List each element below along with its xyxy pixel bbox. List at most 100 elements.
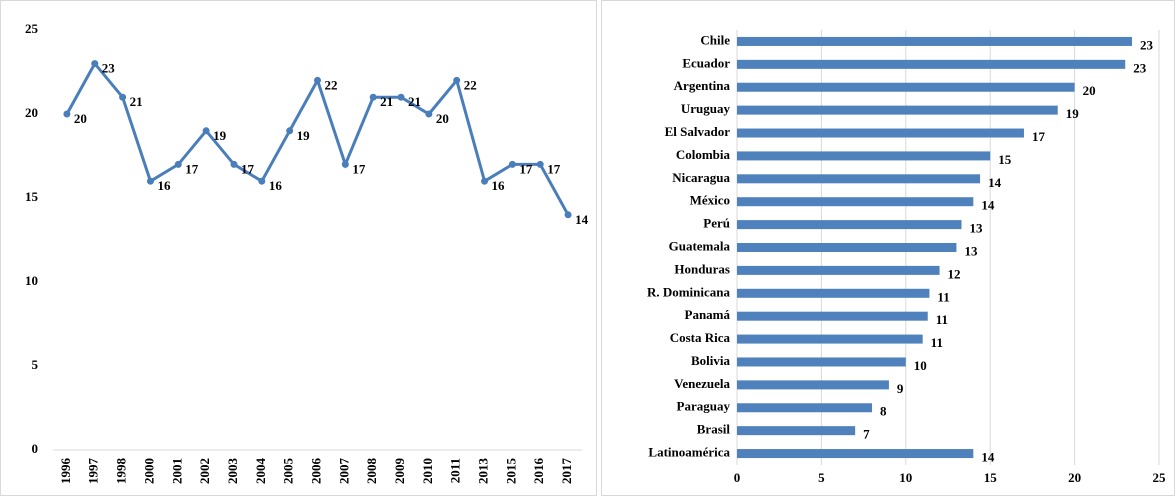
data-point bbox=[230, 160, 238, 168]
x-tick-label: 1997 bbox=[86, 458, 101, 485]
data-point bbox=[119, 93, 127, 101]
y-tick-label: 10 bbox=[25, 273, 38, 288]
bar bbox=[737, 59, 1126, 69]
bar bbox=[737, 82, 1075, 92]
y-tick-label: Panamá bbox=[685, 307, 731, 322]
y-tick-label: Brasil bbox=[697, 422, 731, 437]
x-tick-label: 2016 bbox=[531, 458, 546, 485]
data-point bbox=[91, 60, 99, 68]
y-tick-label: Guatemala bbox=[669, 238, 731, 253]
data-label: 19 bbox=[213, 128, 227, 143]
bar bbox=[737, 36, 1132, 46]
data-point bbox=[564, 211, 572, 219]
y-tick-label: Colombia bbox=[676, 147, 731, 162]
data-label: 20 bbox=[74, 111, 87, 126]
data-label: 23 bbox=[1133, 60, 1147, 75]
x-tick-label: 2000 bbox=[141, 458, 156, 484]
data-point bbox=[425, 110, 433, 118]
data-point bbox=[341, 160, 349, 168]
bar-chart: 0 5 10 15 20 25 Chile 23 Ecuador 23 Argentina 20 Uru… bbox=[647, 30, 1166, 485]
x-tick-label: 15 bbox=[984, 470, 998, 485]
data-label: 16 bbox=[157, 178, 171, 193]
data-label: 17 bbox=[241, 161, 255, 176]
bar bbox=[737, 243, 957, 252]
line-chart: 0 5 10 15 20 25 20 1996 23 1997 21 1998 16 2000 17 2001… bbox=[25, 21, 589, 484]
y-tick-label: Venezuela bbox=[674, 376, 730, 391]
y-tick-label: El Salvador bbox=[665, 124, 731, 139]
data-label: 21 bbox=[130, 94, 143, 109]
y-tick-label: Honduras bbox=[674, 261, 730, 276]
bar bbox=[737, 288, 930, 298]
y-tick-label: Chile bbox=[700, 32, 730, 47]
x-tick-label: 2008 bbox=[364, 458, 379, 485]
data-point bbox=[453, 76, 461, 84]
bar bbox=[737, 151, 991, 161]
x-tick-label: 2004 bbox=[253, 458, 268, 485]
data-label: 13 bbox=[970, 221, 984, 236]
data-label: 17 bbox=[519, 161, 533, 176]
data-point bbox=[63, 110, 71, 118]
bar bbox=[737, 265, 940, 275]
data-point bbox=[258, 177, 266, 185]
x-tick-label: 2010 bbox=[420, 458, 435, 484]
data-label: 11 bbox=[936, 312, 948, 327]
data-point bbox=[314, 76, 321, 84]
data-label: 17 bbox=[1032, 129, 1046, 144]
data-label: 17 bbox=[547, 161, 561, 176]
data-label: 15 bbox=[998, 152, 1012, 167]
bar bbox=[737, 449, 974, 459]
y-tick-label: 0 bbox=[32, 441, 39, 456]
data-label: 11 bbox=[937, 289, 949, 304]
x-tick-label: 2017 bbox=[559, 458, 574, 485]
y-tick-label: 15 bbox=[25, 189, 39, 204]
x-tick-label: 0 bbox=[734, 470, 741, 485]
y-tick-label: México bbox=[690, 193, 730, 208]
data-label: 20 bbox=[1083, 83, 1096, 98]
data-label: 13 bbox=[964, 243, 978, 258]
x-tick-label: 2015 bbox=[503, 458, 518, 485]
data-label: 19 bbox=[297, 128, 311, 143]
data-label: 16 bbox=[269, 178, 283, 193]
x-tick-label: 25 bbox=[1153, 470, 1167, 485]
x-tick-label: 2009 bbox=[392, 458, 407, 485]
y-tick-label: 5 bbox=[32, 357, 39, 372]
data-label: 14 bbox=[988, 175, 1002, 190]
x-tick-label: 1996 bbox=[58, 458, 73, 485]
x-tick-label: 5 bbox=[818, 470, 825, 485]
data-label: 14 bbox=[575, 212, 589, 227]
data-point bbox=[202, 127, 210, 135]
bar bbox=[737, 311, 928, 321]
data-label: 23 bbox=[1140, 37, 1154, 52]
bar bbox=[737, 128, 1024, 138]
x-tick-label: 2013 bbox=[476, 458, 491, 485]
data-label: 7 bbox=[863, 427, 870, 442]
data-label: 19 bbox=[1066, 106, 1080, 121]
bar bbox=[737, 334, 923, 344]
x-tick-label: 2001 bbox=[169, 458, 184, 484]
y-tick-label: Uruguay bbox=[681, 101, 731, 116]
data-label: 23 bbox=[102, 61, 116, 76]
x-tick-label: 20 bbox=[1068, 470, 1081, 485]
y-tick-label: Argentina bbox=[674, 78, 731, 93]
bar bbox=[737, 197, 974, 207]
data-label: 10 bbox=[914, 358, 927, 373]
data-label: 14 bbox=[981, 450, 995, 465]
bar bbox=[737, 403, 873, 413]
data-label: 8 bbox=[880, 404, 887, 419]
data-point bbox=[397, 93, 405, 101]
data-label: 22 bbox=[325, 77, 338, 92]
x-tick-label: 2005 bbox=[281, 458, 296, 485]
data-point bbox=[146, 177, 154, 185]
y-tick-label: R. Dominicana bbox=[647, 284, 731, 299]
x-tick-label: 2007 bbox=[336, 458, 351, 485]
bar bbox=[737, 426, 856, 436]
data-label: 20 bbox=[436, 111, 449, 126]
x-tick-label: 2006 bbox=[308, 458, 323, 485]
data-label: 11 bbox=[931, 335, 943, 350]
y-tick-label: 20 bbox=[25, 105, 38, 120]
x-tick-label: 1998 bbox=[114, 458, 129, 485]
data-label: 17 bbox=[185, 161, 199, 176]
bar bbox=[737, 174, 981, 184]
data-point bbox=[369, 93, 377, 101]
